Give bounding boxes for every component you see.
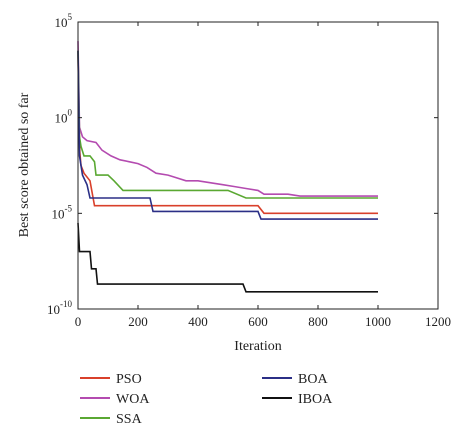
y-tick-label: 105: [55, 12, 73, 30]
x-axis-title: Iteration: [234, 339, 281, 354]
series-line-ssa: [77, 50, 378, 199]
y-tick-label: 10-10: [47, 299, 72, 317]
x-tick-label: 1000: [365, 314, 391, 329]
x-tick-label: 800: [308, 314, 328, 329]
x-tick-label: 200: [128, 314, 148, 329]
x-tick-label: 400: [188, 314, 208, 329]
series-line-woa: [77, 41, 378, 197]
y-tick-label: 10-5: [52, 203, 73, 221]
legend-label-pso: PSO: [116, 372, 142, 387]
x-tick-label: 600: [248, 314, 268, 329]
x-tick-label: 0: [75, 314, 82, 329]
legend-label-boa: BOA: [298, 372, 328, 387]
legend-label-ssa: SSA: [116, 412, 143, 427]
y-axis-title: Best score obtained so far: [17, 92, 32, 237]
series-line-pso: [77, 50, 378, 215]
plot-area-frame: [77, 21, 439, 310]
series-line-boa: [77, 50, 378, 220]
y-axis: 105 100 10-5 10-10: [47, 12, 438, 317]
legend: PSO WOA SSA BOA IBOA: [80, 372, 333, 427]
series-line-iboa: [77, 222, 378, 293]
y-tick-label: 100: [55, 108, 73, 126]
x-tick-label: 1200: [425, 314, 451, 329]
legend-label-iboa: IBOA: [298, 392, 333, 407]
legend-label-woa: WOA: [116, 392, 150, 407]
x-axis: 0 200 400 600 800 1000 1200: [75, 22, 451, 329]
series-layer: [77, 41, 378, 293]
